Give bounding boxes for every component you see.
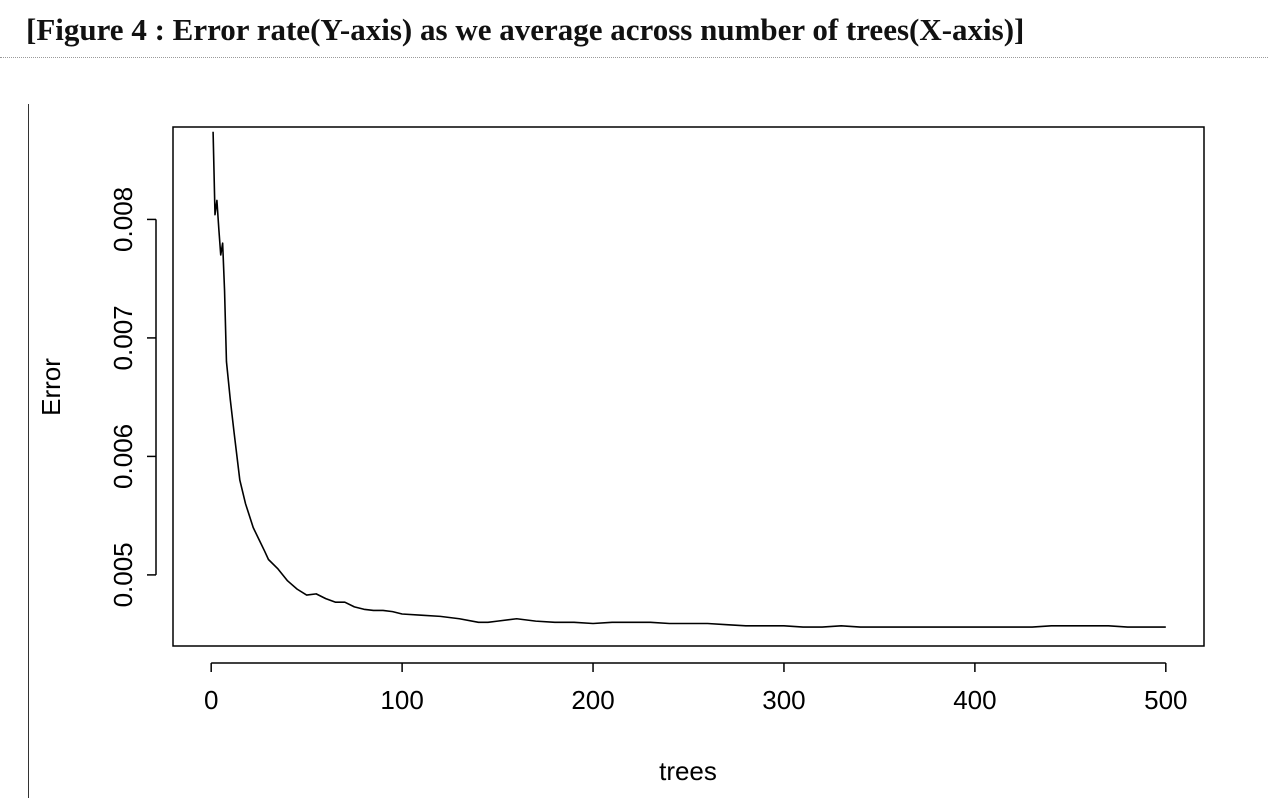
left-margin-rule: [28, 104, 29, 798]
x-axis-label: trees: [659, 756, 717, 786]
y-axis-label: Error: [36, 358, 66, 416]
x-tick-label: 100: [380, 685, 423, 715]
x-tick-label: 400: [953, 685, 996, 715]
x-axis: 0 100 200 300 400 500: [204, 662, 1188, 715]
y-tick-label: 0.005: [108, 542, 138, 607]
x-tick-label: 0: [204, 685, 218, 715]
x-tick-label: 500: [1144, 685, 1187, 715]
plot-frame: [172, 126, 1205, 647]
y-tick-label: 0.008: [108, 187, 138, 252]
x-tick-label: 300: [762, 685, 805, 715]
y-tick-label: 0.007: [108, 305, 138, 370]
y-axis: 0.005 0.006 0.007 0.008: [108, 187, 157, 607]
error-series-line: [212, 131, 1166, 628]
caption-divider: [0, 57, 1268, 58]
y-tick-label: 0.006: [108, 424, 138, 489]
figure-caption: [Figure 4 : Error rate(Y-axis) as we ave…: [26, 12, 1025, 47]
x-tick-label: 200: [571, 685, 614, 715]
